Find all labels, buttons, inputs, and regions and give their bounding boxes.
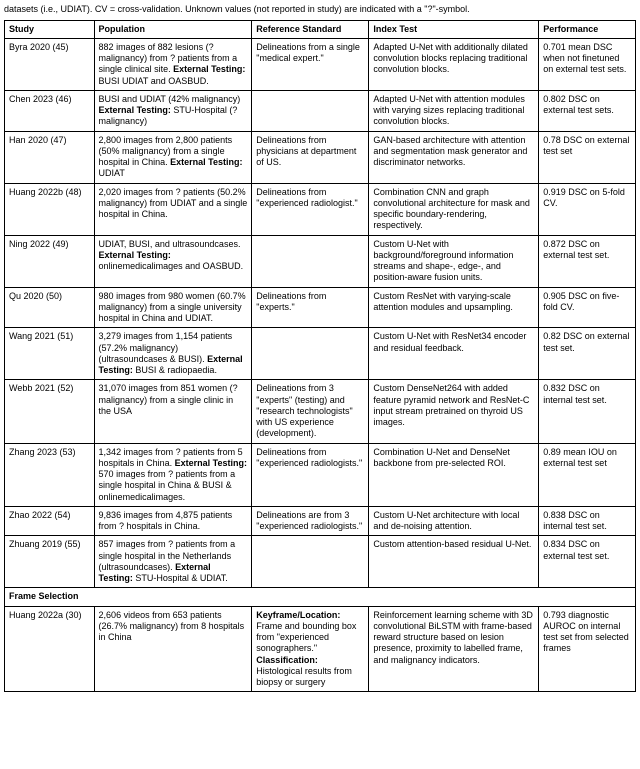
cell-index: Combination CNN and graph convolutional … [369, 183, 539, 235]
cell-study: Webb 2021 (52) [5, 380, 95, 443]
cell-performance: 0.82 DSC on external test set. [539, 328, 636, 380]
table-row: Han 2020 (47)2,800 images from 2,800 pat… [5, 131, 636, 183]
cell-population: 31,070 images from 851 women (? malignan… [94, 380, 252, 443]
cell-population: 2,606 videos from 653 patients (26.7% ma… [94, 606, 252, 692]
cell-index: Custom U-Net with ResNet34 encoder and r… [369, 328, 539, 380]
table-row: Huang 2022a (30) 2,606 videos from 653 p… [5, 606, 636, 692]
cell-population: 2,020 images from ? patients (50.2% mali… [94, 183, 252, 235]
cell-performance: 0.872 DSC on external test set. [539, 235, 636, 287]
cell-index: Adapted U-Net with attention modules wit… [369, 90, 539, 131]
col-index: Index Test [369, 20, 539, 38]
cell-performance: 0.832 DSC on internal test set. [539, 380, 636, 443]
cell-population: 1,342 images from ? patients from 5 hosp… [94, 443, 252, 506]
col-reference: Reference Standard [252, 20, 369, 38]
cell-reference: Delineations from "experienced radiologi… [252, 183, 369, 235]
table-row: Qu 2020 (50)980 images from 980 women (6… [5, 287, 636, 328]
cell-performance: 0.919 DSC on 5-fold CV. [539, 183, 636, 235]
cell-reference [252, 328, 369, 380]
cell-reference: Delineations from "experts." [252, 287, 369, 328]
cell-study: Byra 2020 (45) [5, 38, 95, 90]
cell-performance: 0.834 DSC on external test set. [539, 536, 636, 588]
cell-study: Huang 2022b (48) [5, 183, 95, 235]
cell-population: 857 images from ? patients from a single… [94, 536, 252, 588]
table-row: Zhang 2023 (53)1,342 images from ? patie… [5, 443, 636, 506]
cell-study: Ning 2022 (49) [5, 235, 95, 287]
cell-study: Han 2020 (47) [5, 131, 95, 183]
cell-index: Custom attention-based residual U-Net. [369, 536, 539, 588]
table-row: Webb 2021 (52)31,070 images from 851 wom… [5, 380, 636, 443]
cell-performance: 0.701 mean DSC when not finetuned on ext… [539, 38, 636, 90]
cell-performance: 0.905 DSC on five-fold CV. [539, 287, 636, 328]
cell-index: Adapted U-Net with additionally dilated … [369, 38, 539, 90]
section-row: Frame Selection [5, 588, 636, 606]
cell-reference: Delineations from physicians at departme… [252, 131, 369, 183]
cell-population: 980 images from 980 women (60.7% maligna… [94, 287, 252, 328]
table-row: Chen 2023 (46)BUSI and UDIAT (42% malign… [5, 90, 636, 131]
cell-study: Zhang 2023 (53) [5, 443, 95, 506]
col-study: Study [5, 20, 95, 38]
cell-study: Wang 2021 (51) [5, 328, 95, 380]
cell-reference [252, 536, 369, 588]
table-row: Wang 2021 (51)3,279 images from 1,154 pa… [5, 328, 636, 380]
cell-reference: Delineations are from 3 "experienced rad… [252, 506, 369, 536]
cell-performance: 0.793 diagnostic AUROC on internal test … [539, 606, 636, 692]
table-row: Zhuang 2019 (55)857 images from ? patien… [5, 536, 636, 588]
col-population: Population [94, 20, 252, 38]
table-caption: datasets (i.e., UDIAT). CV = cross-valid… [4, 4, 636, 16]
section-label: Frame Selection [5, 588, 636, 606]
cell-study: Zhuang 2019 (55) [5, 536, 95, 588]
cell-study: Qu 2020 (50) [5, 287, 95, 328]
cell-reference [252, 235, 369, 287]
cell-performance: 0.78 DSC on external test set [539, 131, 636, 183]
cell-population: 882 images of 882 lesions (? malignancy)… [94, 38, 252, 90]
table-row: Byra 2020 (45)882 images of 882 lesions … [5, 38, 636, 90]
cell-index: GAN-based architecture with attention an… [369, 131, 539, 183]
cell-population: 3,279 images from 1,154 patients (57.2% … [94, 328, 252, 380]
cell-study: Chen 2023 (46) [5, 90, 95, 131]
table-row: Ning 2022 (49)UDIAT, BUSI, and ultrasoun… [5, 235, 636, 287]
cell-index: Custom U-Net with background/foreground … [369, 235, 539, 287]
table-row: Zhao 2022 (54)9,836 images from 4,875 pa… [5, 506, 636, 536]
cell-index: Custom DenseNet264 with added feature py… [369, 380, 539, 443]
cell-reference: Keyframe/Location: Frame and bounding bo… [252, 606, 369, 692]
cell-index: Reinforcement learning scheme with 3D co… [369, 606, 539, 692]
cell-study: Zhao 2022 (54) [5, 506, 95, 536]
cell-performance: 0.802 DSC on external test sets. [539, 90, 636, 131]
cell-population: 9,836 images from 4,875 patients from ? … [94, 506, 252, 536]
cell-index: Combination U-Net and DenseNet backbone … [369, 443, 539, 506]
cell-index: Custom U-Net architecture with local and… [369, 506, 539, 536]
cell-population: 2,800 images from 2,800 patients (50% ma… [94, 131, 252, 183]
cell-population: BUSI and UDIAT (42% malignancy) External… [94, 90, 252, 131]
cell-performance: 0.838 DSC on internal test set. [539, 506, 636, 536]
col-performance: Performance [539, 20, 636, 38]
cell-study: Huang 2022a (30) [5, 606, 95, 692]
cell-reference: Delineations from "experienced radiologi… [252, 443, 369, 506]
header-row: Study Population Reference Standard Inde… [5, 20, 636, 38]
cell-reference: Delineations from a single "medical expe… [252, 38, 369, 90]
cell-performance: 0.89 mean IOU on external test set [539, 443, 636, 506]
cell-index: Custom ResNet with varying-scale attenti… [369, 287, 539, 328]
studies-table: Study Population Reference Standard Inde… [4, 20, 636, 693]
cell-reference [252, 90, 369, 131]
cell-population: UDIAT, BUSI, and ultrasoundcases. Extern… [94, 235, 252, 287]
table-row: Huang 2022b (48)2,020 images from ? pati… [5, 183, 636, 235]
cell-reference: Delineations from 3 "experts" (testing) … [252, 380, 369, 443]
